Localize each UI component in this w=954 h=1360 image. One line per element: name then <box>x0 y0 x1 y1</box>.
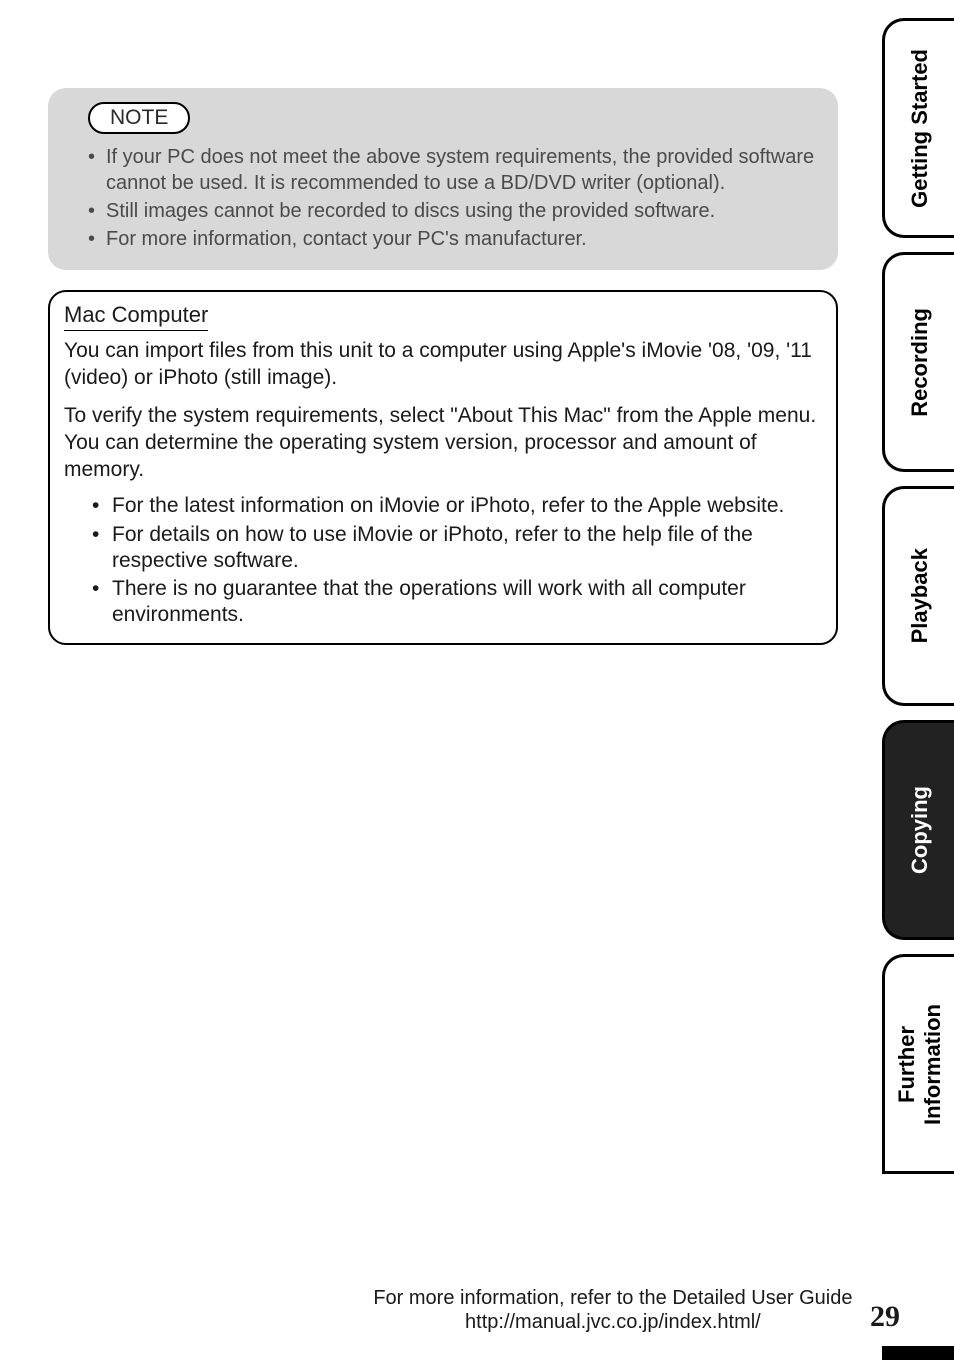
note-item: If your PC does not meet the above syste… <box>88 144 816 196</box>
tab-label: Copying <box>907 764 933 896</box>
tab-label: Playback <box>907 526 933 665</box>
mac-para: You can import files from this unit to a… <box>64 337 822 392</box>
tab-playback[interactable]: Playback <box>882 486 954 706</box>
footer: For more information, refer to the Detai… <box>0 1286 900 1334</box>
side-tabs: Getting Started Recording Playback Copyi… <box>882 18 954 1188</box>
tab-copying[interactable]: Copying <box>882 720 954 940</box>
content-area: NOTE If your PC does not meet the above … <box>48 88 838 645</box>
manual-page: NOTE If your PC does not meet the above … <box>0 0 954 1360</box>
note-box: NOTE If your PC does not meet the above … <box>48 88 838 270</box>
tab-getting-started[interactable]: Getting Started <box>882 18 954 238</box>
mac-computer-box: Mac Computer You can import files from t… <box>48 290 838 645</box>
mac-list: For the latest information on iMovie or … <box>64 493 822 628</box>
mac-item: There is no guarantee that the operation… <box>92 576 822 629</box>
footer-line1: For more information, refer to the Detai… <box>373 1287 852 1309</box>
tab-label: Recording <box>907 286 933 439</box>
note-item: For more information, contact your PC's … <box>88 226 816 252</box>
page-number: 29 <box>870 1300 900 1334</box>
note-label: NOTE <box>88 102 190 134</box>
bottom-bar <box>882 1346 954 1360</box>
mac-para: To verify the system requirements, selec… <box>64 402 822 484</box>
note-list: If your PC does not meet the above syste… <box>70 144 816 252</box>
tab-recording[interactable]: Recording <box>882 252 954 472</box>
note-item: Still images cannot be recorded to discs… <box>88 198 816 224</box>
footer-line2: http://manual.jvc.co.jp/index.html/ <box>465 1311 761 1333</box>
tab-label: Further Information <box>894 982 946 1147</box>
tab-further-information[interactable]: Further Information <box>882 954 954 1174</box>
mac-item: For details on how to use iMovie or iPho… <box>92 522 822 575</box>
tab-label: Getting Started <box>907 27 933 230</box>
mac-item: For the latest information on iMovie or … <box>92 493 822 519</box>
mac-title: Mac Computer <box>64 302 208 331</box>
footer-text: For more information, refer to the Detai… <box>373 1286 852 1334</box>
